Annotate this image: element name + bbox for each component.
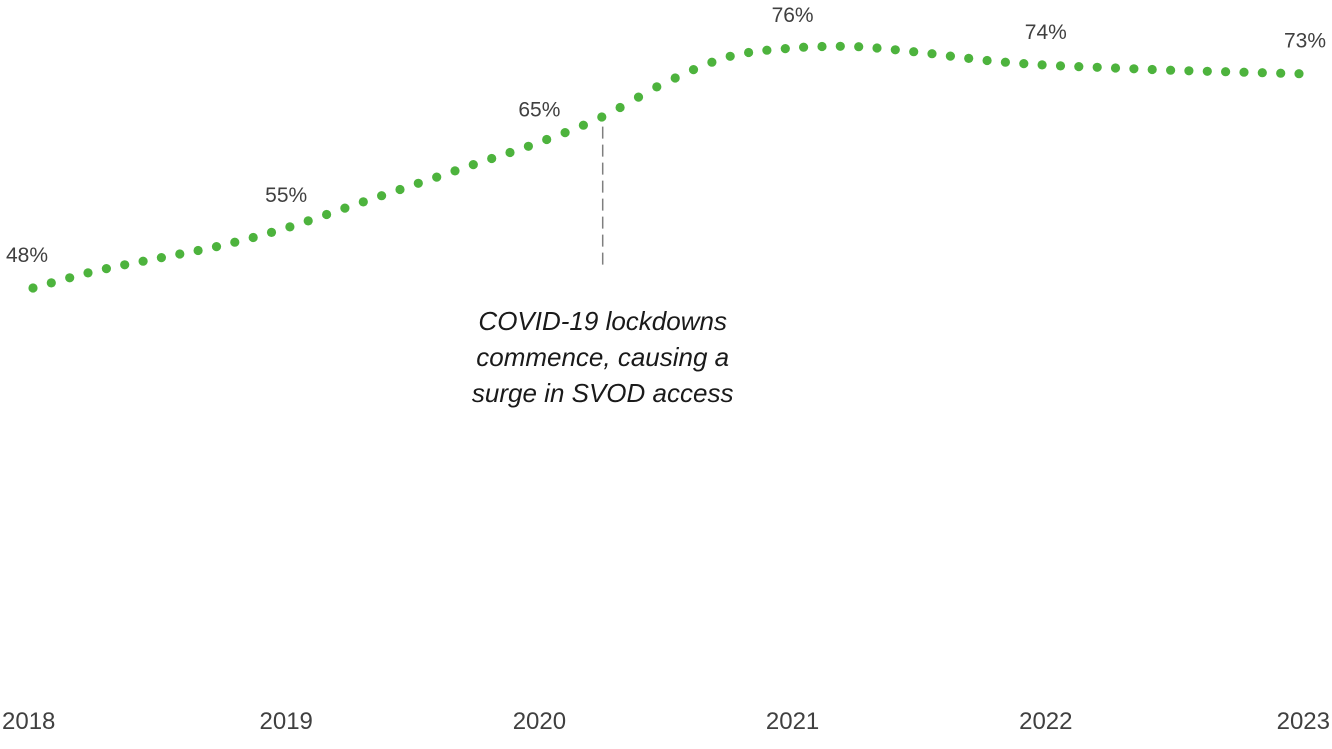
covid-annotation: COVID-19 lockdowns commence, causing a sur…: [472, 127, 734, 408]
series-dot: [230, 238, 239, 247]
series-dot: [1258, 68, 1267, 77]
series-dot: [249, 233, 258, 242]
series-dot: [634, 93, 643, 102]
series-dot: [1129, 64, 1138, 73]
series-dot: [927, 49, 936, 58]
series-dot: [1294, 69, 1303, 78]
series-dot: [267, 228, 276, 237]
series-dot: [909, 47, 918, 56]
series-dot: [139, 257, 148, 266]
series-dot: [891, 45, 900, 54]
series-dot: [854, 42, 863, 51]
x-tick-label: 2021: [766, 708, 819, 735]
series-dot: [194, 246, 203, 255]
series-dot: [432, 173, 441, 182]
data-label: 55%: [265, 184, 307, 207]
annotation-text-line: COVID-19 lockdowns: [478, 306, 727, 336]
series-dot: [120, 260, 129, 269]
series-dot: [395, 185, 404, 194]
series-dot: [799, 43, 808, 52]
series-dot: [157, 253, 166, 262]
data-label: 65%: [518, 98, 560, 121]
series-dot: [817, 42, 826, 51]
series-dot: [836, 42, 845, 51]
series-dot: [340, 204, 349, 213]
series-dot: [744, 48, 753, 57]
series-dot: [579, 121, 588, 130]
series-dot: [1001, 58, 1010, 67]
series-dot: [1221, 67, 1230, 76]
series-dot: [304, 216, 313, 225]
annotation-text-line: surge in SVOD access: [472, 378, 734, 408]
series-dot: [322, 210, 331, 219]
data-labels: 48% 55% 65% 76% 74% 73%: [6, 4, 1326, 267]
x-tick-label: 2022: [1019, 708, 1072, 735]
series-dot: [1166, 66, 1175, 75]
series-dot: [652, 82, 661, 91]
series-dot: [946, 52, 955, 61]
data-label: 74%: [1025, 21, 1067, 44]
series-dot: [450, 166, 459, 175]
x-tick-label: 2023: [1277, 708, 1330, 735]
series-dots: [28, 42, 1303, 293]
series-dot: [1239, 68, 1248, 77]
series-dot: [1056, 61, 1065, 70]
series-dot: [102, 264, 111, 273]
data-label: 76%: [772, 4, 814, 27]
data-label: 48%: [6, 244, 48, 267]
series-dot: [1019, 59, 1028, 68]
series-dot: [1038, 60, 1047, 69]
series-dot: [597, 112, 606, 121]
series-dot: [83, 268, 92, 277]
series-dot: [872, 43, 881, 52]
series-dot: [561, 128, 570, 137]
x-axis: 2018 2019 2020 2021 2022 2023: [2, 708, 1330, 735]
series-dot: [1148, 65, 1157, 74]
series-dot: [28, 283, 37, 292]
series-dot: [359, 197, 368, 206]
series-dot: [726, 52, 735, 61]
series-dot: [1093, 63, 1102, 72]
series-dot: [964, 54, 973, 63]
series-dot: [377, 191, 386, 200]
series-dot: [762, 46, 771, 55]
series-dot: [1184, 66, 1193, 75]
series-dot: [487, 154, 496, 163]
x-tick-label: 2019: [260, 708, 313, 735]
series-dot: [175, 249, 184, 258]
series-dot: [1203, 67, 1212, 76]
series-dot: [65, 273, 74, 282]
annotation-text-line: commence, causing a: [476, 342, 729, 372]
series-dot: [524, 142, 533, 151]
series-dot: [469, 160, 478, 169]
series-dot: [47, 278, 56, 287]
series-dot: [414, 179, 423, 188]
x-tick-label: 2018: [2, 708, 55, 735]
series-dot: [505, 148, 514, 157]
series-dot: [707, 58, 716, 67]
series-dot: [542, 135, 551, 144]
x-tick-label: 2020: [513, 708, 566, 735]
series-dot: [983, 56, 992, 65]
series-dot: [212, 242, 221, 251]
data-label: 73%: [1284, 30, 1326, 53]
series-dot: [671, 73, 680, 82]
series-dot: [1074, 62, 1083, 71]
series-dot: [616, 103, 625, 112]
series-dot: [689, 65, 698, 74]
series-dot: [781, 44, 790, 53]
series-dot: [1276, 69, 1285, 78]
series-dot: [285, 222, 294, 231]
series-dot: [1111, 63, 1120, 72]
